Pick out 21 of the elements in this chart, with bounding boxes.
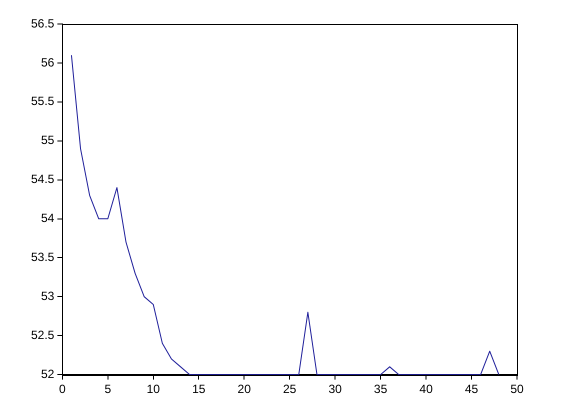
x-tick-label: 40	[419, 382, 434, 396]
x-tick-label: 35	[374, 382, 388, 396]
x-tick-label: 25	[283, 382, 297, 396]
x-tick-label: 50	[510, 382, 524, 396]
y-tick-label: 53	[40, 289, 55, 303]
x-tick-label: 5	[104, 382, 112, 396]
y-tick-label: 56.5	[30, 16, 55, 30]
y-tick-label: 54.5	[30, 172, 55, 186]
x-tick-label: 10	[146, 382, 160, 396]
x-tick-label: 0	[59, 382, 66, 396]
x-tick-label: 45	[464, 382, 479, 396]
y-tick-label: 53.5	[30, 250, 55, 264]
y-tick-label: 54	[40, 211, 55, 226]
y-tick-label: 55	[40, 133, 55, 148]
y-tick-label: 52.5	[30, 328, 55, 342]
y-tick-label: 55.5	[30, 94, 55, 108]
y-tick-label: 52	[40, 366, 55, 381]
x-tick-label: 15	[192, 382, 206, 396]
y-tick-label: 56	[40, 55, 55, 70]
x-tick-label: 20	[238, 382, 252, 396]
x-tick-label: 30	[328, 382, 342, 396]
